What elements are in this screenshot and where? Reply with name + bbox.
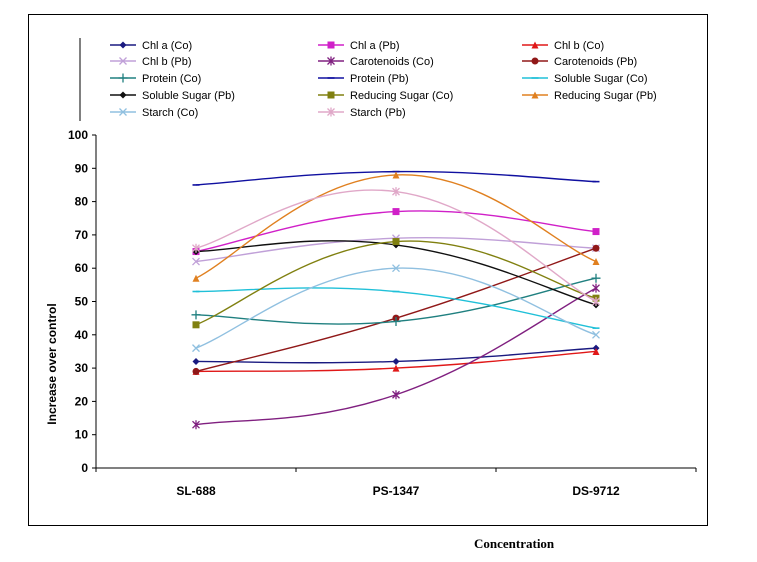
legend-label: Reducing Sugar (Co) — [350, 90, 453, 102]
data-point — [192, 420, 200, 430]
series-soluble-sugar-co — [192, 287, 600, 329]
legend-label: Reducing Sugar (Pb) — [554, 90, 657, 102]
legend-label: Carotenoids (Pb) — [554, 56, 637, 68]
series-lines — [191, 170, 601, 430]
legend-marker — [531, 91, 539, 99]
series-starch-pb — [192, 187, 600, 306]
data-point — [592, 244, 600, 252]
series-protein-co — [191, 273, 601, 326]
legend-marker — [119, 108, 127, 116]
y-axis-title: Increase over control — [45, 303, 59, 424]
data-point — [592, 330, 600, 339]
data-point — [192, 274, 200, 282]
data-point — [592, 228, 600, 236]
legend-entry: Reducing Sugar (Co) — [318, 90, 453, 102]
legend-marker — [327, 56, 335, 66]
legend-label: Protein (Co) — [142, 73, 201, 85]
data-point — [192, 243, 200, 253]
legend-label: Chl b (Co) — [554, 40, 604, 52]
series-carotenoids-co — [192, 283, 600, 430]
legend-marker — [327, 107, 335, 117]
legend-label: Starch (Pb) — [350, 107, 406, 119]
legend-entry: Chl b (Co) — [522, 40, 604, 52]
axes: 0 10 20 30 40 50 60 70 80 90 100 SL-688 PS-1347 DS-97… — [68, 128, 697, 498]
data-point — [391, 316, 401, 326]
y-tick-label: 70 — [75, 228, 89, 242]
legend-label: Chl b (Pb) — [142, 56, 192, 68]
data-point — [191, 310, 201, 320]
data-point — [392, 238, 400, 246]
y-tick-label: 30 — [75, 361, 89, 375]
y-tick-label: 60 — [75, 261, 89, 275]
legend-label: Protein (Pb) — [350, 73, 409, 85]
legend-entry: Starch (Pb) — [318, 107, 406, 119]
y-tick-label: 50 — [75, 295, 89, 309]
data-point — [592, 283, 600, 293]
data-point — [192, 367, 200, 375]
series-line — [195, 267, 597, 349]
data-point — [192, 257, 200, 266]
legend-entry: Protein (Pb) — [318, 73, 409, 85]
x-tick-label: DS-9712 — [572, 484, 620, 498]
legend-marker — [327, 91, 335, 99]
legend-entry: Chl a (Pb) — [318, 40, 400, 52]
legend-entry: Chl a (Co) — [110, 40, 192, 52]
legend-marker — [119, 41, 127, 49]
legend: Chl a (Co) Chl a (Pb) Chl b (Co) Chl b (Pb)… — [79, 38, 657, 121]
legend-marker — [327, 41, 335, 49]
legend-marker — [118, 73, 128, 83]
y-tick-label: 0 — [81, 461, 88, 475]
data-point — [392, 357, 400, 365]
y-tick-label: 100 — [68, 128, 88, 142]
data-point — [392, 390, 400, 400]
x-axis-title: Concentration — [474, 536, 555, 551]
data-point — [192, 344, 200, 353]
x-tick-label: SL-688 — [176, 484, 216, 498]
legend-marker — [119, 91, 127, 99]
legend-entry: Soluble Sugar (Pb) — [110, 90, 235, 102]
y-tick-label: 80 — [75, 195, 89, 209]
data-point — [392, 364, 400, 372]
legend-marker — [531, 57, 539, 65]
legend-entry: Soluble Sugar (Co) — [522, 73, 648, 85]
chart-frame — [28, 14, 708, 526]
legend-label: Chl a (Co) — [142, 40, 192, 52]
data-point — [591, 273, 601, 283]
legend-label: Soluble Sugar (Pb) — [142, 90, 235, 102]
series-carotenoids-pb — [192, 244, 600, 375]
data-point — [392, 171, 400, 179]
series-chl-a-co — [192, 344, 600, 365]
y-tick-label: 20 — [75, 394, 89, 408]
legend-entry: Carotenoids (Co) — [318, 56, 434, 68]
legend-entry: Protein (Co) — [110, 73, 201, 85]
legend-label: Soluble Sugar (Co) — [554, 73, 648, 85]
legend-entry: Chl b (Pb) — [110, 56, 192, 68]
legend-label: Chl a (Pb) — [350, 40, 400, 52]
data-point — [392, 264, 400, 273]
series-reducing-sugar-pb — [192, 171, 600, 282]
y-tick-label: 90 — [75, 161, 89, 175]
legend-label: Starch (Co) — [142, 107, 198, 119]
data-point — [192, 321, 200, 329]
data-point — [592, 297, 600, 306]
legend-entry: Carotenoids (Pb) — [522, 56, 637, 68]
legend-entry: Reducing Sugar (Pb) — [522, 90, 657, 102]
data-point — [592, 258, 600, 266]
data-point — [392, 187, 400, 197]
data-point — [192, 357, 200, 365]
legend-label: Carotenoids (Co) — [350, 56, 434, 68]
y-tick-label: 40 — [75, 328, 89, 342]
y-tick-label: 10 — [75, 428, 89, 442]
legend-entry: Starch (Co) — [110, 107, 198, 119]
x-tick-label: PS-1347 — [373, 484, 420, 498]
legend-marker — [531, 41, 539, 49]
data-point — [592, 347, 600, 355]
legend-marker — [119, 57, 127, 65]
series-starch-co — [192, 264, 600, 353]
data-point — [392, 208, 400, 216]
